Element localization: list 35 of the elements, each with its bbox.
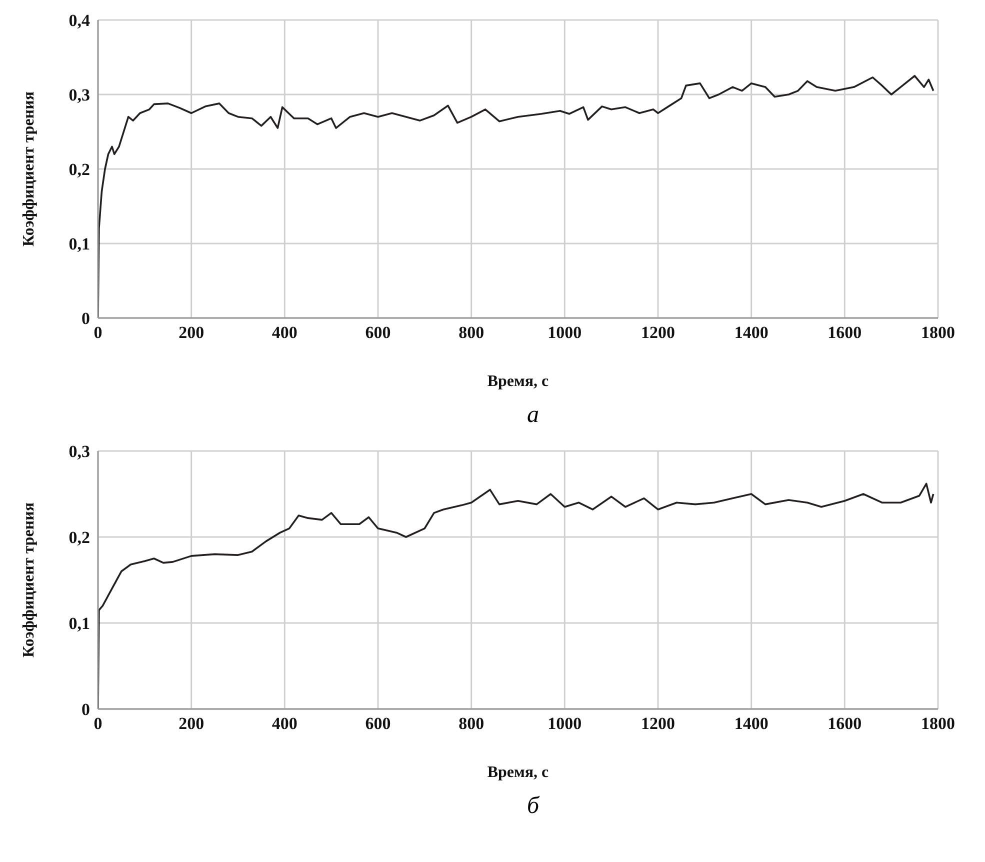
y-tick-label: 0,3 — [68, 442, 90, 462]
x-tick-label: 200 — [178, 714, 204, 734]
y-tick-label: 0 — [82, 700, 90, 720]
x-tick-label: 1200 — [641, 323, 675, 342]
x-tick-label: 200 — [178, 323, 204, 342]
x-axis-title: Время, с — [487, 373, 549, 390]
y-axis-title: Коэффициент трения — [20, 502, 38, 658]
x-tick-label: 1000 — [548, 323, 582, 342]
x-tick-label: 1800 — [921, 323, 955, 342]
text: а — [526, 402, 540, 429]
x-tick-label: 800 — [458, 714, 484, 734]
y-tick-label: 0,1 — [68, 234, 90, 254]
x-tick-label: 400 — [272, 714, 298, 734]
y-axis-title: Коэффициент трения — [20, 91, 38, 246]
x-tick-label: 1400 — [734, 323, 768, 342]
x-tick-label: 0 — [94, 714, 102, 734]
x-tick-label: 600 — [365, 714, 391, 734]
x-tick-label: 1400 — [734, 714, 768, 734]
y-tick-label: 0,2 — [68, 528, 90, 548]
y-tick-label: 0,4 — [68, 11, 90, 30]
x-tick-label: 800 — [458, 323, 484, 342]
x-tick-label: 400 — [272, 323, 298, 342]
x-axis-title: Время, с — [487, 764, 549, 781]
y-tick-label: 0,3 — [68, 86, 90, 105]
y-tick-label: 0,1 — [68, 614, 90, 634]
x-tick-label: 0 — [94, 323, 102, 342]
text: б — [526, 793, 541, 820]
x-tick-label: 1600 — [828, 714, 862, 734]
x-tick-label: 1000 — [548, 714, 582, 734]
x-tick-label: 1800 — [921, 714, 955, 734]
x-tick-label: 600 — [365, 323, 391, 342]
x-tick-label: 1600 — [828, 323, 862, 342]
x-tick-label: 1200 — [641, 714, 675, 734]
y-tick-label: 0,2 — [68, 160, 90, 180]
y-tick-label: 0 — [82, 309, 90, 328]
